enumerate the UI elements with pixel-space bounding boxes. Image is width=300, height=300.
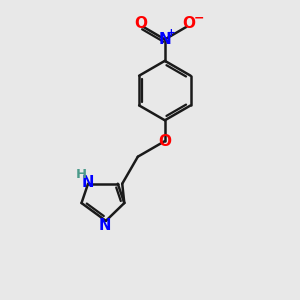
Text: N: N [98, 218, 111, 233]
Text: H: H [76, 168, 87, 181]
Text: +: + [167, 28, 176, 38]
Text: O: O [183, 16, 196, 32]
Text: N: N [158, 32, 171, 47]
Text: O: O [134, 16, 147, 32]
Text: −: − [194, 11, 204, 25]
Text: N: N [82, 175, 94, 190]
Text: O: O [158, 134, 171, 148]
